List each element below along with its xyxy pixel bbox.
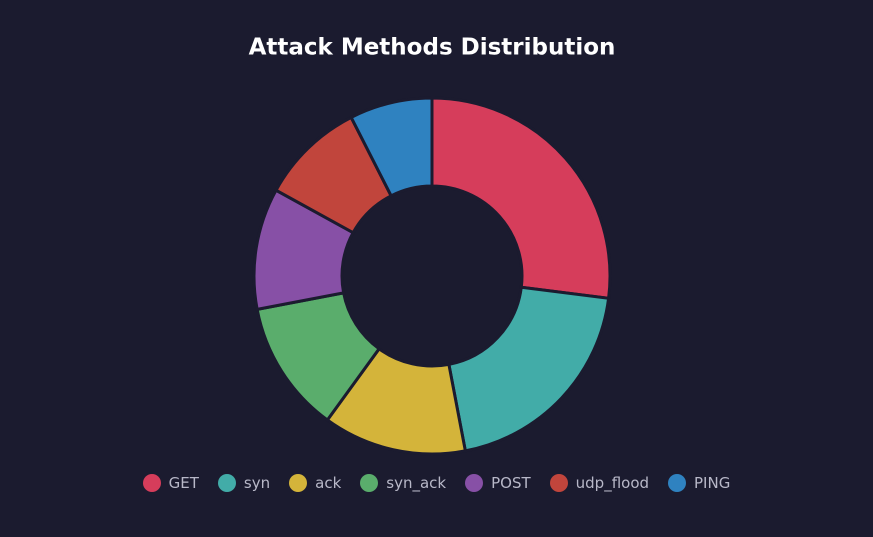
legend-label: POST [491, 474, 531, 492]
legend: GET syn ack syn_ack POST udp_flood PING [0, 474, 873, 492]
legend-swatch [668, 474, 687, 492]
chart-title: Attack Methods Distribution [249, 35, 616, 61]
legend-label: GET [168, 474, 199, 492]
legend-swatch [289, 474, 308, 492]
legend-label: ack [315, 474, 342, 492]
slice [447, 285, 611, 453]
legend-item[interactable]: udp_flood [549, 474, 650, 492]
legend-swatch [217, 474, 236, 492]
slice [349, 96, 434, 198]
legend-swatch [360, 474, 379, 492]
legend-swatch [465, 474, 484, 492]
legend-label: syn [243, 474, 271, 492]
legend-item[interactable]: ack [289, 474, 341, 492]
legend-item[interactable]: syn_ack [360, 474, 446, 492]
legend-item[interactable]: PING [668, 474, 730, 492]
legend-label: udp_flood [575, 474, 650, 492]
legend-label: PING [694, 474, 731, 492]
legend-label: syn_ack [386, 474, 447, 492]
legend-item[interactable]: POST [465, 474, 531, 492]
chart: Attack Methods Distribution [249, 35, 616, 456]
legend-item[interactable]: syn [217, 474, 271, 492]
legend-swatch [142, 474, 161, 492]
slice [430, 96, 612, 300]
legend-item[interactable]: GET [142, 474, 199, 492]
legend-swatch [549, 474, 568, 492]
